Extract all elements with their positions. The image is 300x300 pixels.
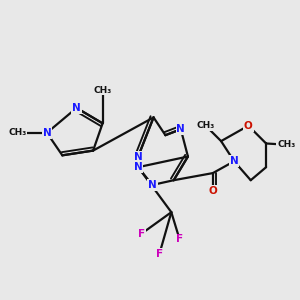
Text: O: O [208, 186, 217, 196]
Text: N: N [43, 128, 51, 138]
Text: CH₃: CH₃ [94, 86, 112, 95]
Text: CH₃: CH₃ [277, 140, 296, 149]
Text: N: N [72, 103, 81, 113]
Text: N: N [230, 156, 239, 166]
Text: CH₃: CH₃ [8, 128, 26, 137]
Text: N: N [134, 162, 142, 172]
Text: F: F [156, 249, 163, 259]
Text: N: N [176, 124, 185, 134]
Text: F: F [138, 229, 145, 238]
Text: O: O [244, 121, 253, 131]
Text: CH₃: CH₃ [196, 121, 215, 130]
Text: F: F [176, 235, 183, 244]
Text: N: N [134, 152, 142, 161]
Text: N: N [148, 180, 157, 190]
